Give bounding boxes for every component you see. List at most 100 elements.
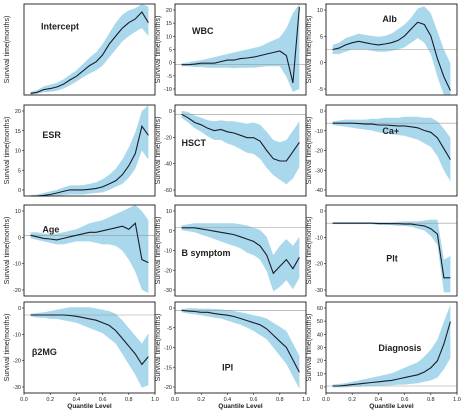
panel-title: β2MG: [32, 347, 57, 357]
panel-title: Ca+: [382, 126, 399, 136]
plot-frame: [174, 104, 307, 197]
y-tick-label: 0: [18, 235, 21, 241]
estimate-line: [181, 113, 300, 162]
plot-frame: [23, 301, 156, 394]
estimate-line: [30, 314, 149, 366]
y-axis-label: Survival time(months): [306, 117, 313, 185]
confidence-band: [332, 304, 451, 388]
y-tick-label: -30: [164, 288, 172, 294]
x-tick-label: 1.0: [453, 397, 461, 403]
confidence-band: [332, 116, 451, 182]
confidence-band: [30, 105, 149, 197]
y-tick-label: -30: [13, 385, 21, 391]
y-axis-label: Survival time(months): [155, 117, 162, 185]
y-tick-label: 60: [317, 306, 323, 312]
panel-title: IPI: [222, 362, 233, 372]
panels-group: Survival time(months) Intercept20151050-5…: [4, 3, 461, 410]
estimate-line: [181, 6, 300, 84]
y-tick-label: 30: [317, 346, 323, 352]
y-tick-label: 50: [317, 319, 323, 325]
plot-frame: [325, 204, 458, 297]
panel-title: WBC: [192, 26, 214, 36]
panel-title: Intercept: [41, 21, 79, 31]
y-tick-label: 0: [169, 61, 172, 67]
y-axis-label: Survival time(months): [306, 16, 313, 84]
plot-frame: [23, 3, 156, 96]
estimate-line: [30, 11, 149, 94]
x-tick-label: 0.4: [375, 397, 383, 403]
y-tick-label: 0: [320, 385, 323, 391]
y-tick-label: 0: [320, 61, 323, 67]
y-tick-label: 20: [166, 8, 172, 14]
x-tick-label: 0.0: [322, 397, 330, 403]
panel-title: B symptom: [182, 248, 231, 258]
x-tick-label: 1.0: [151, 397, 159, 403]
confidence-band: [181, 4, 300, 92]
y-tick-label: -20: [164, 135, 172, 141]
y-tick-label: -40: [164, 162, 172, 168]
y-tick-label: 0: [320, 109, 323, 115]
x-tick-label: 0.4: [73, 397, 81, 403]
y-tick-label: -60: [164, 188, 172, 194]
y-tick-label: 15: [166, 21, 172, 27]
estimate-line: [181, 227, 300, 275]
y-tick-label: -5: [167, 74, 172, 80]
y-tick-label: -20: [164, 268, 172, 274]
estimate-line: [332, 222, 451, 279]
x-tick-label: 0.8: [125, 397, 133, 403]
y-tick-label: 0: [320, 209, 323, 215]
y-tick-label: -20: [315, 149, 323, 155]
y-tick-label: 20: [15, 109, 21, 115]
estimate-line: [30, 222, 149, 264]
estimate-line: [181, 309, 300, 373]
confidence-band: [181, 308, 300, 389]
confidence-band: [30, 307, 149, 388]
panel-title: Plt: [386, 253, 398, 263]
panel-title: ESR: [42, 130, 61, 140]
y-tick-label: 15: [15, 129, 21, 135]
y-tick-label: 10: [15, 209, 21, 215]
y-tick-label: -20: [315, 262, 323, 268]
y-tick-label: -10: [164, 87, 172, 93]
x-tick-label: 0.2: [46, 397, 54, 403]
y-tick-label: -10: [315, 129, 323, 135]
x-tick-label: 0.2: [348, 397, 356, 403]
x-tick-label: 1.0: [302, 397, 310, 403]
estimate-line: [332, 122, 451, 160]
panel-title: HSCT: [182, 138, 207, 148]
panel-intercept: Survival time(months) Intercept: [4, 3, 156, 96]
y-axis-label: Survival time(months): [306, 217, 313, 285]
y-tick-label: 0: [169, 229, 172, 235]
panel-ipi: 0 -5 -10 -15 -20 0.0 0.2 0.4 0.6 0.8 1.0 Quantile L…: [155, 301, 310, 410]
y-tick-label: -5: [318, 87, 323, 93]
panel-title: Diagnosis: [378, 343, 421, 353]
y-axis-label: Survival time(months): [155, 217, 162, 285]
y-tick-label: 5: [18, 168, 21, 174]
x-tick-label: 0.6: [99, 397, 107, 403]
y-tick-label: 40: [317, 332, 323, 338]
panel-alb: 10 5 0 -5 Survival time(months) Alb: [306, 3, 458, 96]
y-tick-label: 10: [15, 149, 21, 155]
plot-frame: [23, 204, 156, 297]
confidence-band: [30, 4, 149, 95]
y-tick-label: 20: [317, 359, 323, 365]
y-axis-label: Survival time(months): [4, 117, 11, 185]
x-axis-label: Quantile Level: [67, 403, 112, 410]
y-tick-label: -40: [315, 188, 323, 194]
panel-diagnosis: 60 50 40 30 20 10 0 0.0 0.2 0.4 0.6 0.8 1.0 Quantile …: [306, 301, 461, 410]
y-tick-label: 10: [166, 34, 172, 40]
y-tick-label: 10: [317, 372, 323, 378]
x-axis-label: Quantile Level: [369, 403, 414, 410]
y-axis-label: Survival time(months): [306, 314, 313, 382]
y-tick-label: -10: [315, 235, 323, 241]
y-tick-label: -30: [315, 288, 323, 294]
confidence-band: [30, 205, 149, 293]
x-tick-label: 0.2: [197, 397, 205, 403]
x-tick-label: 0.4: [224, 397, 232, 403]
